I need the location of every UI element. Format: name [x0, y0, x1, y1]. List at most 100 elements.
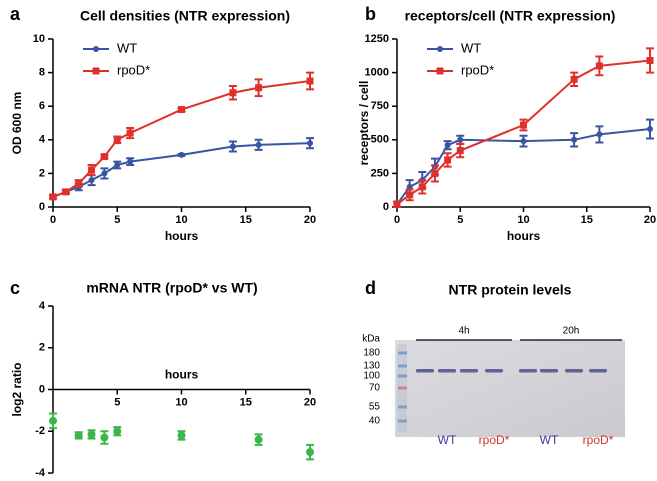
marker: [595, 62, 603, 70]
ladder-label: 55: [369, 402, 381, 413]
legend-label: rpoD*: [117, 62, 150, 77]
marker: [178, 106, 185, 114]
gel-unit: kDa: [362, 334, 380, 345]
ladder-label: 40: [369, 416, 381, 427]
legend-marker: [437, 46, 443, 52]
x-axis-label: hours: [507, 229, 541, 243]
y-tick-label: 500: [371, 134, 389, 146]
marker: [456, 147, 464, 155]
marker: [520, 138, 527, 145]
y-tick-label: 4: [39, 134, 46, 146]
y-tick-label: 8: [39, 67, 45, 79]
y-tick-label: -4: [35, 467, 46, 479]
x-tick-label: 10: [175, 214, 187, 226]
ladder-label: 180: [363, 348, 380, 359]
gel-title: NTR protein levels: [449, 282, 572, 298]
x-tick-label: 20: [304, 396, 316, 408]
group-label: 4h: [458, 326, 469, 337]
marker: [418, 183, 426, 191]
gel-image: [395, 340, 625, 437]
x-axis-label: hours: [165, 368, 199, 382]
marker: [114, 162, 121, 168]
ladder-band: [398, 386, 407, 390]
x-axis-label: hours: [165, 229, 199, 243]
x-tick-label: 10: [517, 214, 529, 226]
marker: [255, 141, 262, 148]
y-tick-label: 0: [39, 383, 45, 395]
gel-band: [485, 369, 503, 373]
marker: [406, 183, 413, 190]
gel-band: [589, 369, 607, 373]
panel-letter: d: [365, 278, 376, 298]
marker: [646, 57, 654, 65]
legend-marker: [93, 46, 99, 52]
panel-letter: c: [10, 278, 20, 298]
x-tick-label: 0: [50, 214, 56, 226]
marker: [444, 156, 452, 164]
panel-letter: b: [365, 4, 376, 24]
marker: [113, 136, 121, 144]
ladder-label: 130: [363, 361, 380, 372]
legend-label: WT: [461, 40, 481, 55]
chart-title: receptors/cell (NTR expression): [405, 8, 616, 24]
gel-band: [519, 369, 537, 373]
marker: [49, 416, 57, 425]
marker: [306, 448, 314, 457]
ladder-label: 70: [369, 383, 381, 394]
marker: [101, 170, 108, 177]
marker: [444, 142, 451, 149]
marker: [74, 431, 83, 440]
group-label: 20h: [563, 326, 580, 337]
series-line: [396, 128, 651, 205]
x-tick-label: 15: [581, 214, 593, 226]
marker: [571, 136, 578, 143]
x-tick-label: 20: [304, 214, 316, 226]
ladder-band: [398, 364, 407, 368]
legend-label: rpoD*: [461, 62, 494, 77]
y-tick-label: 10: [33, 33, 45, 45]
lane-label: WT: [540, 433, 559, 447]
marker: [62, 188, 70, 196]
gel-band: [565, 369, 583, 373]
x-tick-label: 5: [457, 214, 463, 226]
x-tick-label: 15: [240, 396, 252, 408]
y-tick-label: 0: [383, 201, 389, 213]
chart-title: mRNA NTR (rpoD* vs WT): [86, 280, 257, 296]
marker: [406, 191, 414, 199]
ladder-band: [398, 419, 407, 423]
y-tick-label: 6: [39, 100, 45, 112]
lane-label: rpoD*: [583, 433, 614, 447]
y-axis-label: log2 ratio: [10, 362, 24, 416]
marker: [307, 140, 313, 147]
ladder-band: [398, 374, 407, 378]
x-tick-label: 10: [175, 396, 187, 408]
ladder-band: [398, 405, 407, 409]
ladder-label: 100: [363, 371, 380, 382]
x-tick-label: 15: [240, 214, 252, 226]
panel-letter: a: [10, 4, 21, 24]
marker: [431, 169, 439, 177]
marker: [570, 75, 578, 83]
series-line: [396, 59, 651, 206]
marker: [178, 151, 185, 158]
marker: [229, 143, 236, 150]
legend-marker: [436, 67, 444, 75]
y-tick-label: 1000: [365, 67, 389, 79]
legend-marker: [92, 67, 100, 75]
legend-label: WT: [117, 40, 137, 55]
marker: [177, 431, 186, 440]
y-tick-label: 4: [39, 300, 46, 312]
x-tick-label: 0: [394, 214, 400, 226]
y-axis-label: OD 600 nm: [10, 92, 24, 155]
y-tick-label: 2: [39, 167, 45, 179]
gel-band: [416, 369, 434, 373]
y-tick-label: 1250: [365, 33, 389, 45]
marker: [49, 193, 57, 201]
marker: [127, 158, 134, 165]
marker: [75, 179, 83, 187]
marker: [647, 126, 653, 133]
marker: [596, 131, 603, 138]
y-tick-label: 250: [371, 167, 389, 179]
marker: [126, 129, 134, 137]
